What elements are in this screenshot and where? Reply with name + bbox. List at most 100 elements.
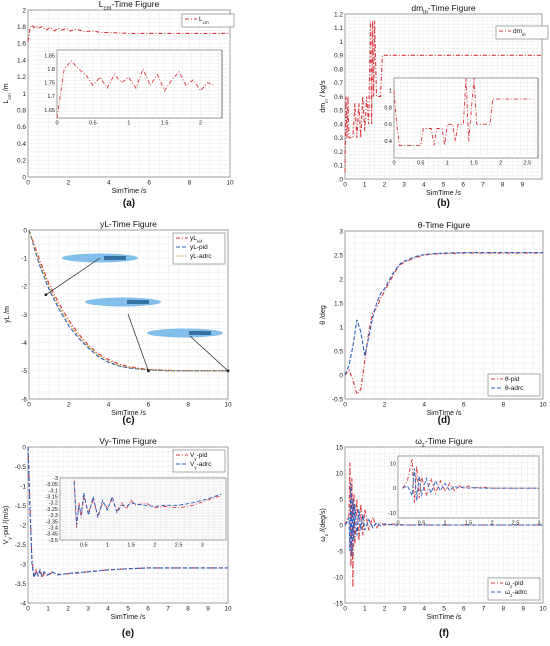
chart-title: ωz-Time Figure <box>415 436 473 449</box>
chart-a-y-tick-label: 1 <box>22 91 26 98</box>
inset-e-x-tick-label: 1 <box>106 543 109 549</box>
chart-f-y-tick-label: 5 <box>339 496 343 503</box>
chart-f-x-tick-label: 2 <box>383 606 387 613</box>
arrow-line <box>189 335 229 372</box>
chart-b-y-tick-label: 0.6 <box>334 94 343 101</box>
chart-d-x-tick-label: 4 <box>422 402 426 409</box>
chart-a-x-tick-label: 6 <box>147 180 151 187</box>
legend: Lcm <box>181 13 235 28</box>
chart-panel-b: 0 1 2 3 4 5 6 7 8 9 0 0.1 0.2 0.3 0.4 0.5 0.6 0.7 0.8 0.9 1 1… <box>320 3 549 209</box>
chart-b-y-tick-label: 0.2 <box>334 149 343 156</box>
y-axis-label: ωz /(deg/s) <box>320 508 330 542</box>
series-line-θ-adrc <box>344 252 543 376</box>
inset-b-y-tick-label: 1 <box>389 89 392 95</box>
inset-plot: 0 0.5 1 1.5 2 1.65 1.7 1.75 1.8 1.85 <box>44 49 223 127</box>
chart-b-x-tick-label: 5 <box>442 182 446 189</box>
inset-b-y-tick-label: 0.8 <box>384 105 392 111</box>
chart-c-y-tick-label: -1 <box>21 255 27 262</box>
chart-e-x-tick-label: 2 <box>66 606 70 613</box>
inset-a-y-tick-label: 1.75 <box>44 81 55 87</box>
chart-b-y-tick-label: 0.8 <box>334 66 343 73</box>
chart-b-y-tick-label: 0.4 <box>334 121 343 128</box>
inset-b-x-tick-label: 0.5 <box>417 161 425 167</box>
panel-caption: (f) <box>439 628 449 639</box>
chart-panel-d: 0 2 4 6 8 10-0.500.511.522.53θ-Time FigureSim… <box>320 220 547 426</box>
inset-b-y-tick-label: 0.6 <box>384 122 392 128</box>
shape-ellipse <box>85 297 161 307</box>
chart-e-x-tick-label: 5 <box>126 606 130 613</box>
chart-e-x-tick-label: 4 <box>106 606 110 613</box>
series-line-ω_z-adrc <box>344 483 543 557</box>
inset-f-x-tick-label: 0 <box>396 521 399 527</box>
chart-d-y-tick-label: 2 <box>339 276 343 283</box>
legend-entry: dmin <box>513 28 526 37</box>
chart-e-y-tick-label: -3.5 <box>15 581 27 588</box>
chart-d-y-tick-label: 1.5 <box>334 300 343 307</box>
chart-b-y-tick-label: 1.1 <box>334 25 343 32</box>
inset-a-y-tick-label: 1.8 <box>47 67 55 73</box>
x-axis-label: SimTime /s <box>112 188 147 195</box>
chart-d-x-tick-label: 6 <box>462 402 466 409</box>
legend-entry: ωz-pid <box>505 580 524 589</box>
chart-c-x-tick-label: 2 <box>67 402 71 409</box>
inset-series-line <box>56 60 215 119</box>
legend-entry: yLref <box>190 235 203 244</box>
chart-e-y-tick-label: -2 <box>20 522 26 529</box>
chart-c-y-tick-label: 0 <box>23 227 27 234</box>
chart-f-y-tick-label: 10 <box>336 470 344 477</box>
x-axis-label: SimTime /s <box>426 190 461 197</box>
inset-b-x-tick-label: 2 <box>499 161 502 167</box>
chart-b-x-tick-label: 2 <box>383 182 387 189</box>
chart-a-x-tick-label: 10 <box>226 180 234 187</box>
inset-a-y-tick-label: 1.85 <box>44 53 55 59</box>
chart-c-y-tick-label: -4 <box>21 340 27 347</box>
chart-f-x-tick-label: 9 <box>521 606 525 613</box>
chart-f-x-tick-label: 6 <box>462 606 466 613</box>
chart-d-x-tick-label: 2 <box>383 402 387 409</box>
inset-e-y-tick-label: -3 <box>53 476 58 482</box>
chart-d-y-tick-label: 0.5 <box>334 348 343 355</box>
chart-title: Lcm-Time Figure <box>99 0 160 12</box>
chart-f-x-tick-label: 4 <box>422 606 426 613</box>
inset-f-x-tick-label: 3 <box>537 521 540 527</box>
chart-b-y-tick-label: 1.2 <box>334 11 343 18</box>
chart-f-x-tick-label: 7 <box>482 606 486 613</box>
chart-panel-e: 0 1 2 3 4 5 6 7 8 9 10 -4 -3.5 -3 -2.5 -2 -1.5 -1 -0.5 0 Vy-… <box>3 436 232 639</box>
chart-f-y-tick-label: 15 <box>336 444 344 451</box>
inset-f-x-tick-label: 1.5 <box>465 521 473 527</box>
inset-f-y-tick-label: -10 <box>388 511 396 517</box>
inset-a-y-tick-label: 1.65 <box>44 108 55 114</box>
chart-b-y-tick-label: 0.1 <box>334 163 343 170</box>
x-axis-label: SimTime /s <box>111 614 146 621</box>
legend-box <box>181 13 235 28</box>
inset-plot: 0.5 1 1.5 2 2.5 3-3.5-3.45-3.4-3.35-3.3-3.25-… <box>45 476 227 549</box>
legend-entry: Vy-adrc <box>190 461 212 470</box>
chart-e-y-tick-label: -2.5 <box>15 542 27 549</box>
chart-d-x-tick-label: 10 <box>539 402 547 409</box>
shape-ellipse-segment <box>189 331 211 335</box>
legend-entry: θ-adrc <box>505 385 524 392</box>
panel-caption: (e) <box>122 628 134 639</box>
inset-f-x-tick-label: 2 <box>490 521 493 527</box>
legend: θ-pid θ-adrc <box>487 373 541 397</box>
series-line-θ-pid <box>344 252 543 396</box>
inset-e-x-tick-label: 1.5 <box>127 543 135 549</box>
chart-b-y-tick-label: 0.5 <box>334 108 343 115</box>
arrow-head <box>226 369 230 373</box>
chart-f-y-tick-label: 0 <box>339 522 343 529</box>
legend-entry: Vy-pid <box>190 452 208 461</box>
chart-f-x-tick-label: 5 <box>442 606 446 613</box>
series-line-V_y-adrc <box>27 446 228 578</box>
legend-entry: Lcm <box>199 16 209 25</box>
chart-b-y-tick-label: 0.9 <box>334 53 343 60</box>
y-axis-label: yL /m <box>4 306 11 323</box>
inset-a-x-tick-label: 0 <box>55 121 58 127</box>
chart-c-x-tick-label: 4 <box>107 402 111 409</box>
chart-f-x-tick-label: 1 <box>363 606 367 613</box>
chart-c-y-tick-label: -2 <box>21 284 27 291</box>
chart-a-y-tick-label: 0 <box>22 174 26 181</box>
chart-b-x-tick-label: 7 <box>481 182 485 189</box>
inset-e-y-tick-label: -3.25 <box>45 507 58 513</box>
